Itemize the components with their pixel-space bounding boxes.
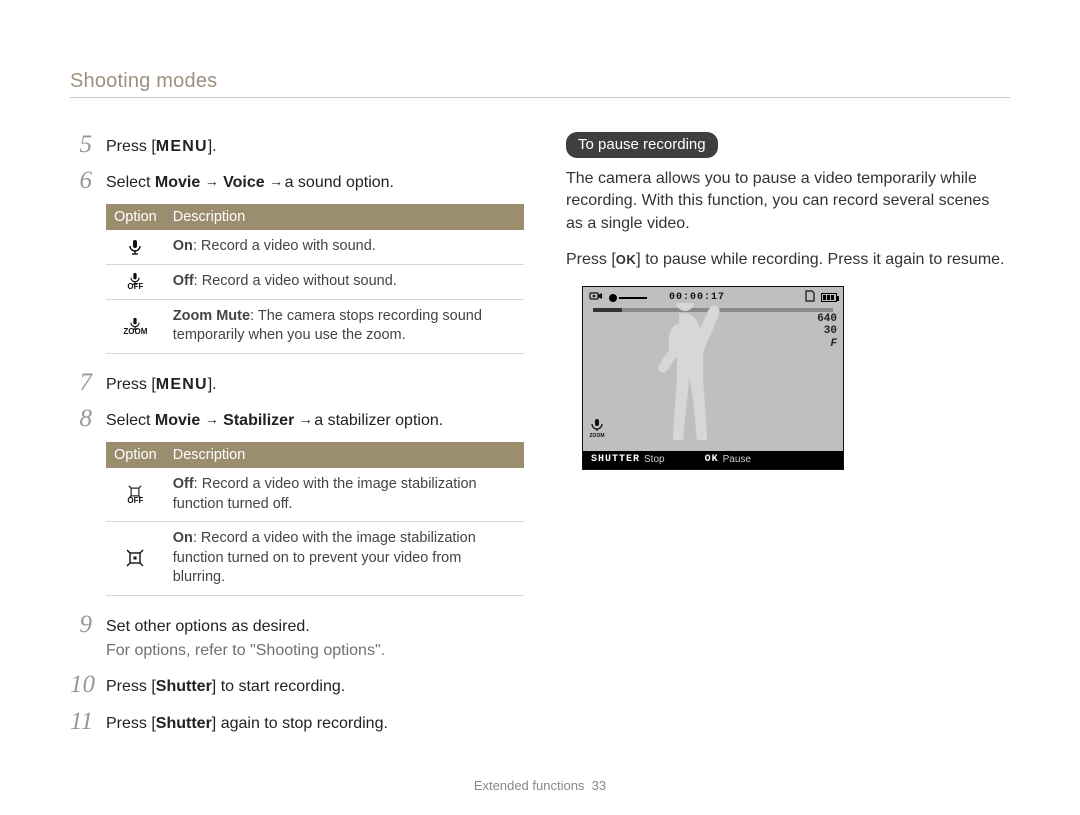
path-stabilizer: Stabilizer: [223, 412, 294, 429]
text: ] to pause while recording. Press it aga…: [636, 251, 1004, 268]
table-row: OFF Off: Record a video with the image s…: [106, 468, 524, 522]
step-11: 11 Press [Shutter] again to stop recordi…: [70, 709, 514, 735]
mic-icon: [110, 239, 161, 255]
fps-unit: F: [817, 338, 837, 351]
section-pill: To pause recording: [566, 132, 718, 158]
silhouette-figure: [629, 303, 749, 451]
page-footer: Extended functions 33: [0, 778, 1080, 793]
stabilizer-options-table: Option Description OFF Off: Record a vid…: [106, 442, 524, 596]
shutter-label: Shutter: [156, 715, 212, 732]
step-10: 10 Press [Shutter] to start recording.: [70, 672, 514, 698]
table-row: ZOOM Zoom Mute: The camera stops recordi…: [106, 299, 524, 353]
opt-desc: : Record a video without sound.: [194, 273, 397, 289]
shutter-label: Shutter: [156, 678, 212, 695]
opt-label: Off: [173, 476, 194, 492]
step-text: Press [: [106, 715, 156, 732]
paragraph: Press [OK] to pause while recording. Pre…: [566, 249, 1010, 271]
menu-button-label: MENU: [156, 376, 208, 393]
step-text: Select: [106, 174, 155, 191]
paragraph: The camera allows you to pause a video t…: [566, 168, 1010, 235]
step-text: a stabilizer option.: [314, 412, 443, 429]
page-header: Shooting modes: [70, 70, 1010, 98]
left-column: 5 Press [MENU]. 6 Select Movie → Voice →…: [70, 132, 514, 745]
path-movie: Movie: [155, 412, 200, 429]
step-text: Select: [106, 412, 155, 429]
text: Press [: [566, 251, 616, 268]
screen-bottom-bar: SHUTTER Stop OK Pause: [583, 451, 843, 469]
arrow-icon: →: [205, 173, 219, 189]
resolution-info: 640 30 F: [817, 313, 837, 351]
voice-options-table: Option Description On: Record a video wi…: [106, 204, 524, 353]
arrow-icon: →: [269, 173, 283, 189]
step-8: 8 Select Movie → Stabilizer → a stabiliz…: [70, 406, 514, 432]
step-number: 8: [70, 406, 92, 431]
opt-label: On: [173, 530, 193, 546]
col-header-description: Description: [165, 442, 524, 468]
mic-off-icon: OFF: [110, 272, 161, 291]
shutter-key-label: SHUTTER: [591, 454, 640, 465]
mic-zoom-icon: ZOOM: [110, 317, 161, 336]
step-5: 5 Press [MENU].: [70, 132, 514, 158]
battery-icon: [821, 293, 837, 302]
opt-desc: : Record a video with sound.: [193, 238, 376, 254]
arrow-icon: →: [205, 411, 219, 427]
step-number: 9: [70, 612, 92, 637]
path-voice: Voice: [223, 174, 265, 191]
table-row: OFF Off: Record a video without sound.: [106, 264, 524, 299]
ok-button-label: OK: [616, 251, 637, 269]
step-number: 10: [70, 672, 92, 697]
mic-zoom-icon: ZOOM: [589, 418, 605, 441]
stab-on-icon: [110, 549, 161, 567]
step-text: ] again to stop recording.: [212, 715, 388, 732]
table-row: On: Record a video with sound.: [106, 230, 524, 264]
svg-text:ZOOM: ZOOM: [590, 433, 605, 438]
col-header-description: Description: [165, 204, 524, 230]
record-icon: [609, 294, 617, 302]
ok-key-label: OK: [705, 454, 719, 465]
step-text: Press [: [106, 678, 156, 695]
res-value: 640: [817, 313, 837, 326]
step-text: Set other options as desired.: [106, 615, 385, 638]
pause-label: Pause: [723, 454, 751, 465]
col-header-option: Option: [106, 442, 165, 468]
page-number: 33: [592, 778, 606, 793]
arrow-icon: →: [299, 411, 313, 427]
step-number: 6: [70, 168, 92, 193]
step-text: Press [: [106, 376, 156, 393]
step-number: 11: [70, 709, 92, 734]
progress-indicator: [619, 297, 647, 299]
step-text: ] to start recording.: [212, 678, 345, 695]
path-movie: Movie: [155, 174, 200, 191]
footer-label: Extended functions: [474, 778, 585, 793]
step-6: 6 Select Movie → Voice → a sound option.: [70, 168, 514, 194]
fps-value: 30: [817, 325, 837, 338]
col-header-option: Option: [106, 204, 165, 230]
table-row: On: Record a video with the image stabil…: [106, 522, 524, 596]
opt-label: Off: [173, 273, 194, 289]
step-9: 9 Set other options as desired. For opti…: [70, 612, 514, 663]
stab-off-icon: OFF: [110, 485, 161, 505]
movie-mode-icon: [589, 290, 603, 306]
opt-desc: : Record a video with the image stabiliz…: [173, 530, 476, 585]
step-text: Press [: [106, 138, 156, 155]
right-column: To pause recording The camera allows you…: [566, 132, 1010, 745]
step-subtext: For options, refer to "Shooting options"…: [106, 640, 385, 662]
step-text: ].: [208, 138, 217, 155]
menu-button-label: MENU: [156, 138, 208, 155]
stop-label: Stop: [644, 454, 665, 465]
step-7: 7 Press [MENU].: [70, 370, 514, 396]
step-text: ].: [208, 376, 217, 393]
step-number: 7: [70, 370, 92, 395]
opt-label: Zoom Mute: [173, 308, 250, 324]
opt-desc: : Record a video with the image stabiliz…: [173, 476, 477, 512]
opt-label: On: [173, 238, 193, 254]
card-icon: [803, 290, 815, 306]
camera-screen: 00:00:17 640 30 F ZOOM: [582, 286, 844, 470]
step-text: a sound option.: [285, 174, 394, 191]
elapsed-time: 00:00:17: [669, 292, 725, 303]
step-number: 5: [70, 132, 92, 157]
